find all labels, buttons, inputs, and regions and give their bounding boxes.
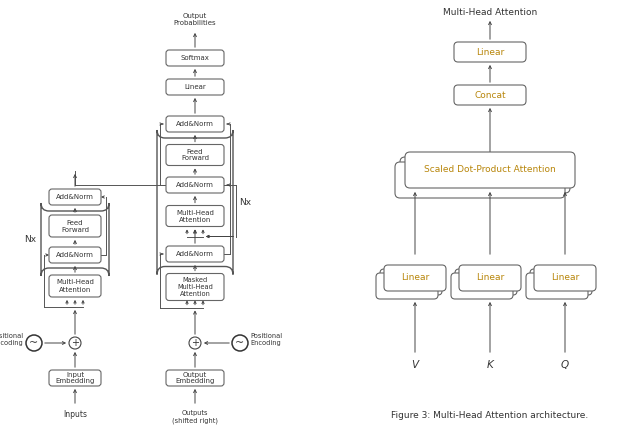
Circle shape [189, 337, 201, 349]
Text: Figure 3: Multi-Head Attention architecture.: Figure 3: Multi-Head Attention architect… [392, 411, 589, 420]
FancyBboxPatch shape [376, 273, 438, 299]
Circle shape [69, 337, 81, 349]
Text: Add&Norm: Add&Norm [176, 121, 214, 127]
Text: +: + [191, 338, 199, 348]
FancyBboxPatch shape [459, 265, 521, 291]
FancyBboxPatch shape [166, 205, 224, 226]
Text: Nx: Nx [239, 198, 251, 207]
Text: ~: ~ [29, 338, 38, 348]
Text: Linear: Linear [476, 48, 504, 56]
FancyBboxPatch shape [166, 370, 224, 386]
Text: Linear: Linear [476, 273, 504, 282]
FancyBboxPatch shape [454, 85, 526, 105]
Text: Positional
Encoding: Positional Encoding [250, 333, 282, 345]
Text: Linear: Linear [551, 273, 579, 282]
Text: Masked
Multi-Head
Attention: Masked Multi-Head Attention [177, 277, 213, 297]
Text: Concat: Concat [474, 90, 506, 99]
Text: Add&Norm: Add&Norm [176, 251, 214, 257]
Text: Linear: Linear [184, 84, 206, 90]
Text: Scaled Dot-Product Attention: Scaled Dot-Product Attention [424, 166, 556, 175]
Text: Add&Norm: Add&Norm [56, 194, 94, 200]
FancyBboxPatch shape [400, 157, 570, 193]
Text: Multi-Head
Attention: Multi-Head Attention [56, 279, 94, 292]
FancyBboxPatch shape [49, 189, 101, 205]
Text: Feed
Forward: Feed Forward [181, 149, 209, 161]
FancyBboxPatch shape [451, 273, 513, 299]
FancyBboxPatch shape [166, 177, 224, 193]
FancyBboxPatch shape [166, 145, 224, 166]
Text: +: + [71, 338, 79, 348]
FancyBboxPatch shape [384, 265, 446, 291]
FancyBboxPatch shape [526, 273, 588, 299]
Text: K: K [486, 360, 493, 370]
FancyBboxPatch shape [49, 370, 101, 386]
Text: Nx: Nx [24, 235, 36, 244]
Text: Softmax: Softmax [180, 55, 209, 61]
FancyBboxPatch shape [49, 215, 101, 237]
FancyBboxPatch shape [166, 273, 224, 300]
FancyBboxPatch shape [534, 265, 596, 291]
FancyBboxPatch shape [49, 275, 101, 297]
Text: Output
Probabilities: Output Probabilities [173, 13, 216, 26]
Text: Feed
Forward: Feed Forward [61, 220, 89, 232]
Circle shape [232, 335, 248, 351]
Text: Multi-Head Attention: Multi-Head Attention [443, 8, 537, 17]
Text: Q: Q [561, 360, 569, 370]
FancyBboxPatch shape [166, 246, 224, 262]
Text: Inputs: Inputs [63, 410, 87, 419]
FancyBboxPatch shape [166, 50, 224, 66]
FancyBboxPatch shape [455, 269, 517, 295]
Text: Positional
Encoding: Positional Encoding [0, 333, 24, 345]
FancyBboxPatch shape [405, 152, 575, 188]
Text: Linear: Linear [401, 273, 429, 282]
FancyBboxPatch shape [49, 247, 101, 263]
Text: Input
Embedding: Input Embedding [55, 372, 95, 384]
FancyBboxPatch shape [380, 269, 442, 295]
Text: Multi-Head
Attention: Multi-Head Attention [176, 209, 214, 223]
Text: Outputs
(shifted right): Outputs (shifted right) [172, 410, 218, 423]
Text: V: V [412, 360, 419, 370]
Text: Add&Norm: Add&Norm [176, 182, 214, 188]
Text: Output
Embedding: Output Embedding [175, 372, 214, 384]
Text: ~: ~ [236, 338, 244, 348]
FancyBboxPatch shape [166, 116, 224, 132]
Circle shape [26, 335, 42, 351]
FancyBboxPatch shape [166, 79, 224, 95]
FancyBboxPatch shape [454, 42, 526, 62]
FancyBboxPatch shape [395, 162, 565, 198]
Text: Add&Norm: Add&Norm [56, 252, 94, 258]
FancyBboxPatch shape [530, 269, 592, 295]
